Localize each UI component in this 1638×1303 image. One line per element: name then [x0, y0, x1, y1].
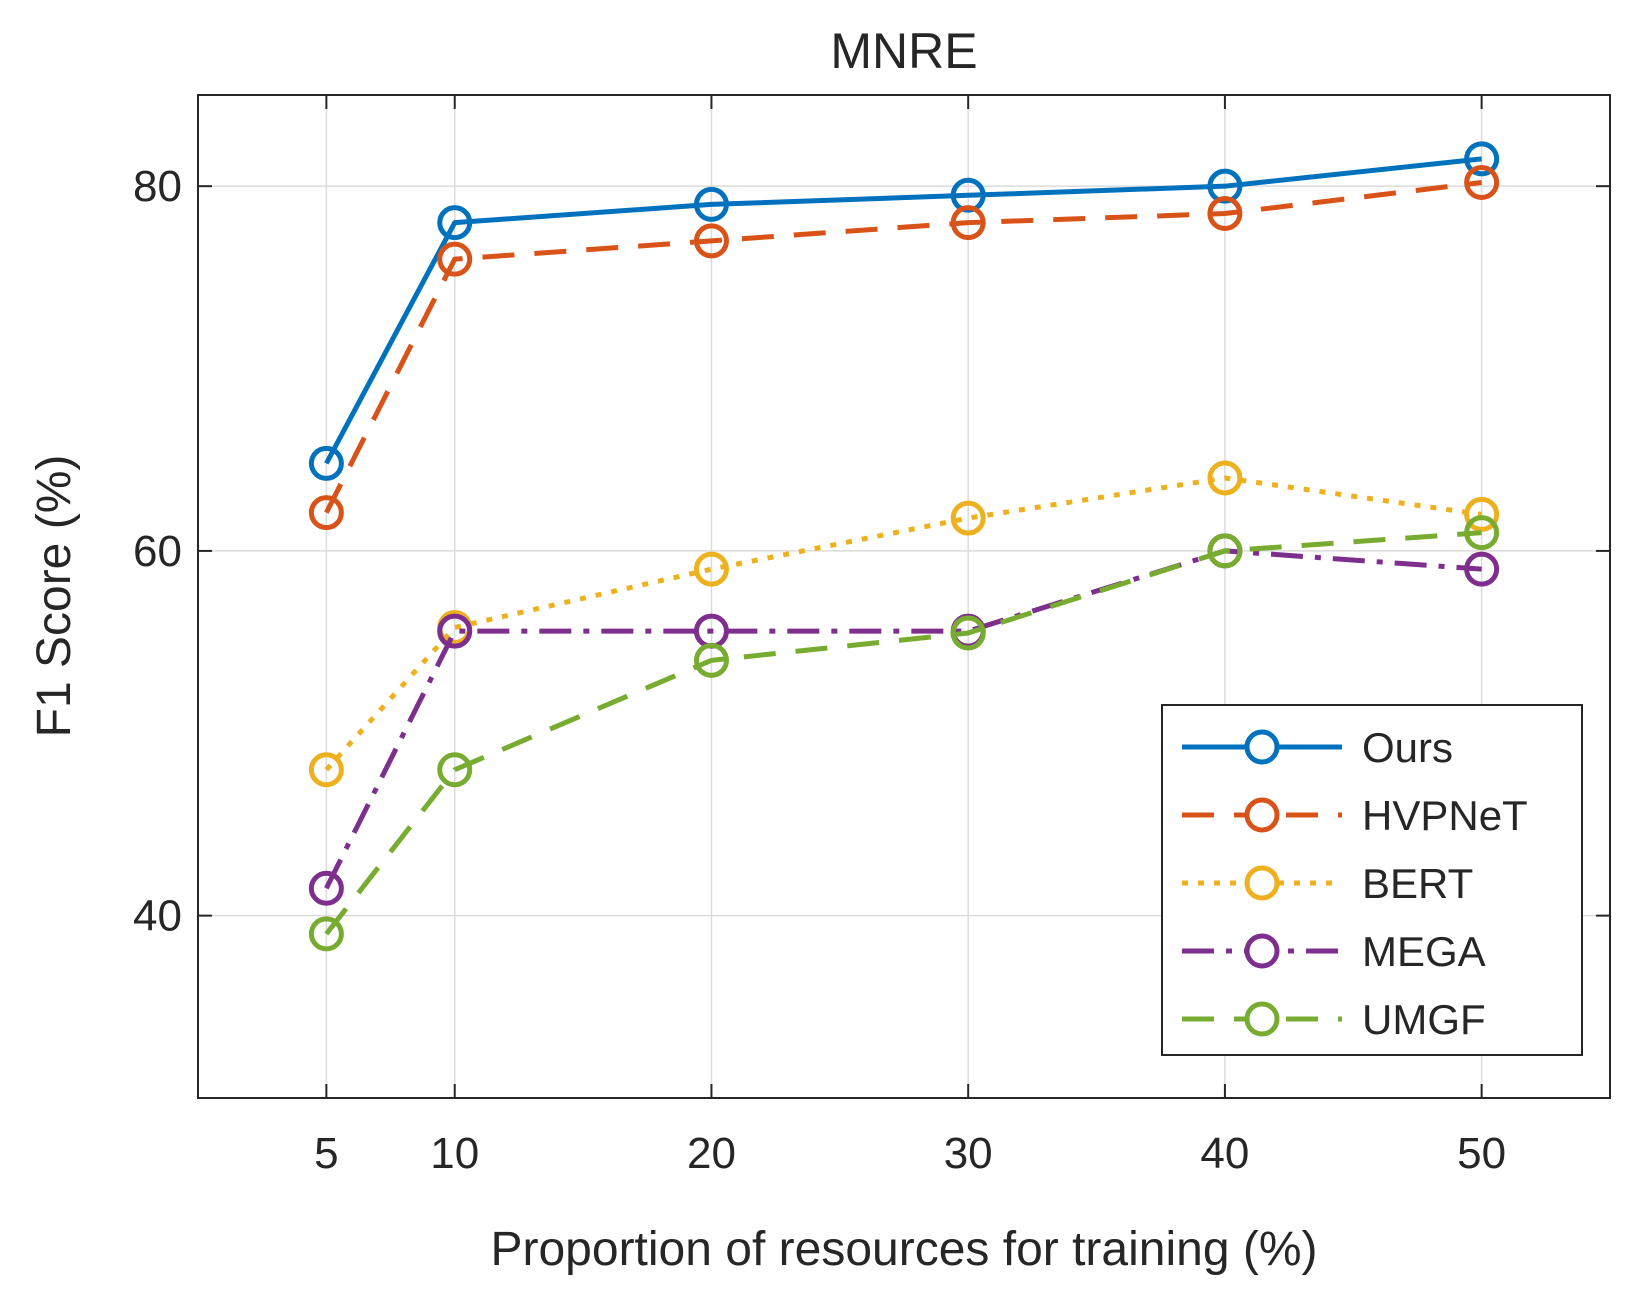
data-point-bert	[1207, 460, 1243, 496]
data-point-umgf	[308, 916, 344, 952]
data-point-ours	[693, 186, 729, 222]
series-umgf	[308, 515, 1500, 952]
data-point-hvpnet	[950, 205, 986, 241]
legend-item-ours: Ours	[1182, 724, 1453, 771]
y-tick-label: 60	[133, 527, 182, 576]
legend-label-mega: MEGA	[1362, 928, 1486, 975]
data-point-hvpnet	[693, 223, 729, 259]
x-tick-label: 50	[1457, 1129, 1506, 1178]
legend-marker-umgf	[1244, 1001, 1280, 1037]
legend-item-hvpnet: HVPNeT	[1182, 792, 1528, 839]
data-point-mega	[437, 613, 473, 649]
data-point-bert	[950, 500, 986, 536]
data-point-bert	[308, 752, 344, 788]
legend-label-umgf: UMGF	[1362, 996, 1486, 1043]
y-tick-label: 80	[133, 162, 182, 211]
series-line-hvpnet	[324, 180, 1482, 514]
data-point-umgf	[437, 752, 473, 788]
legend-item-umgf: UMGF	[1182, 996, 1486, 1043]
x-tick-label: 10	[430, 1129, 479, 1178]
data-point-ours	[1464, 141, 1500, 177]
data-point-umgf	[950, 615, 986, 651]
y-axis-label: F1 Score (%)	[28, 455, 81, 738]
x-tick-label: 30	[944, 1129, 993, 1178]
data-point-umgf	[1207, 533, 1243, 569]
series-ours	[308, 141, 1500, 481]
data-point-hvpnet	[1464, 165, 1500, 201]
data-point-ours	[437, 205, 473, 241]
x-tick-label: 40	[1200, 1129, 1249, 1178]
legend-marker-mega	[1244, 933, 1280, 969]
data-point-hvpnet	[308, 495, 344, 531]
data-point-umgf	[693, 642, 729, 678]
legend-box	[1161, 704, 1583, 1056]
series-line-ours	[324, 156, 1482, 465]
data-point-hvpnet	[437, 241, 473, 277]
data-point-hvpnet	[1207, 196, 1243, 232]
data-point-ours	[1207, 168, 1243, 204]
x-tick-label: 20	[687, 1129, 736, 1178]
data-point-mega	[1464, 551, 1500, 587]
series-hvpnet	[308, 165, 1500, 531]
legend-item-mega: MEGA	[1182, 928, 1486, 975]
data-point-umgf	[1464, 515, 1500, 551]
legend-marker-ours	[1244, 729, 1280, 765]
data-point-ours	[950, 177, 986, 213]
plot-area-frame	[197, 94, 1611, 1099]
data-point-ours	[308, 445, 344, 481]
chart-title: MNRE	[830, 23, 977, 79]
legend-label-ours: Ours	[1362, 724, 1453, 771]
legend-marker-bert	[1244, 865, 1280, 901]
legend-label-bert: BERT	[1362, 860, 1473, 907]
legend-marker-hvpnet	[1244, 797, 1280, 833]
data-point-bert	[1464, 496, 1500, 532]
axis-ticks: 5 10 20 30 40 50 40 60 80	[133, 95, 1610, 1178]
x-tick-label: 5	[314, 1129, 338, 1178]
legend-item-bert: BERT	[1182, 860, 1473, 907]
x-axis-label: Proportion of resources for training (%)	[490, 1223, 1317, 1276]
data-point-mega	[308, 870, 344, 906]
y-tick-label: 40	[133, 892, 182, 941]
series-group	[308, 141, 1500, 952]
data-point-bert	[693, 551, 729, 587]
legend-label-hvpnet: HVPNeT	[1362, 792, 1528, 839]
legend: Ours HVPNeT BERT MEGA UMGF	[1161, 704, 1583, 1056]
series-line-umgf	[324, 530, 1482, 936]
